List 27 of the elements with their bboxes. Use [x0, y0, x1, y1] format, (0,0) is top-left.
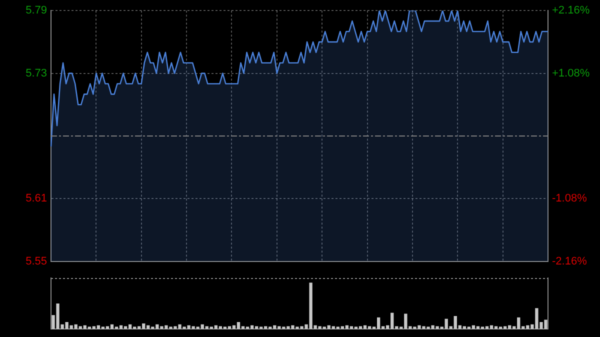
- y-tick-label: 5.73: [26, 67, 47, 80]
- bar: [128, 324, 132, 329]
- bar: [236, 322, 240, 329]
- bar: [350, 326, 354, 329]
- y-tick-label: 5.61: [26, 192, 47, 205]
- bar: [92, 326, 96, 329]
- y2-tick-label: +1.08%: [552, 67, 590, 80]
- y2-tick-label: +2.16%: [552, 4, 590, 17]
- bar: [485, 326, 489, 329]
- bar: [376, 317, 380, 329]
- bar: [476, 326, 480, 329]
- bar: [503, 326, 507, 329]
- y-tick-label: 5.79: [26, 4, 47, 17]
- bar: [228, 326, 232, 329]
- bar: [368, 326, 372, 329]
- bar: [494, 326, 498, 329]
- y-tick-label: 5.55: [26, 255, 47, 268]
- bar: [110, 324, 114, 329]
- bar: [254, 326, 258, 329]
- bar: [241, 326, 245, 329]
- y2-tick-label: -2.16%: [552, 255, 588, 268]
- bar: [358, 326, 362, 329]
- bar: [106, 326, 110, 329]
- bar: [340, 326, 344, 329]
- bar: [124, 326, 128, 329]
- y2-tick-label: -1.08%: [552, 192, 588, 205]
- bar: [218, 326, 222, 329]
